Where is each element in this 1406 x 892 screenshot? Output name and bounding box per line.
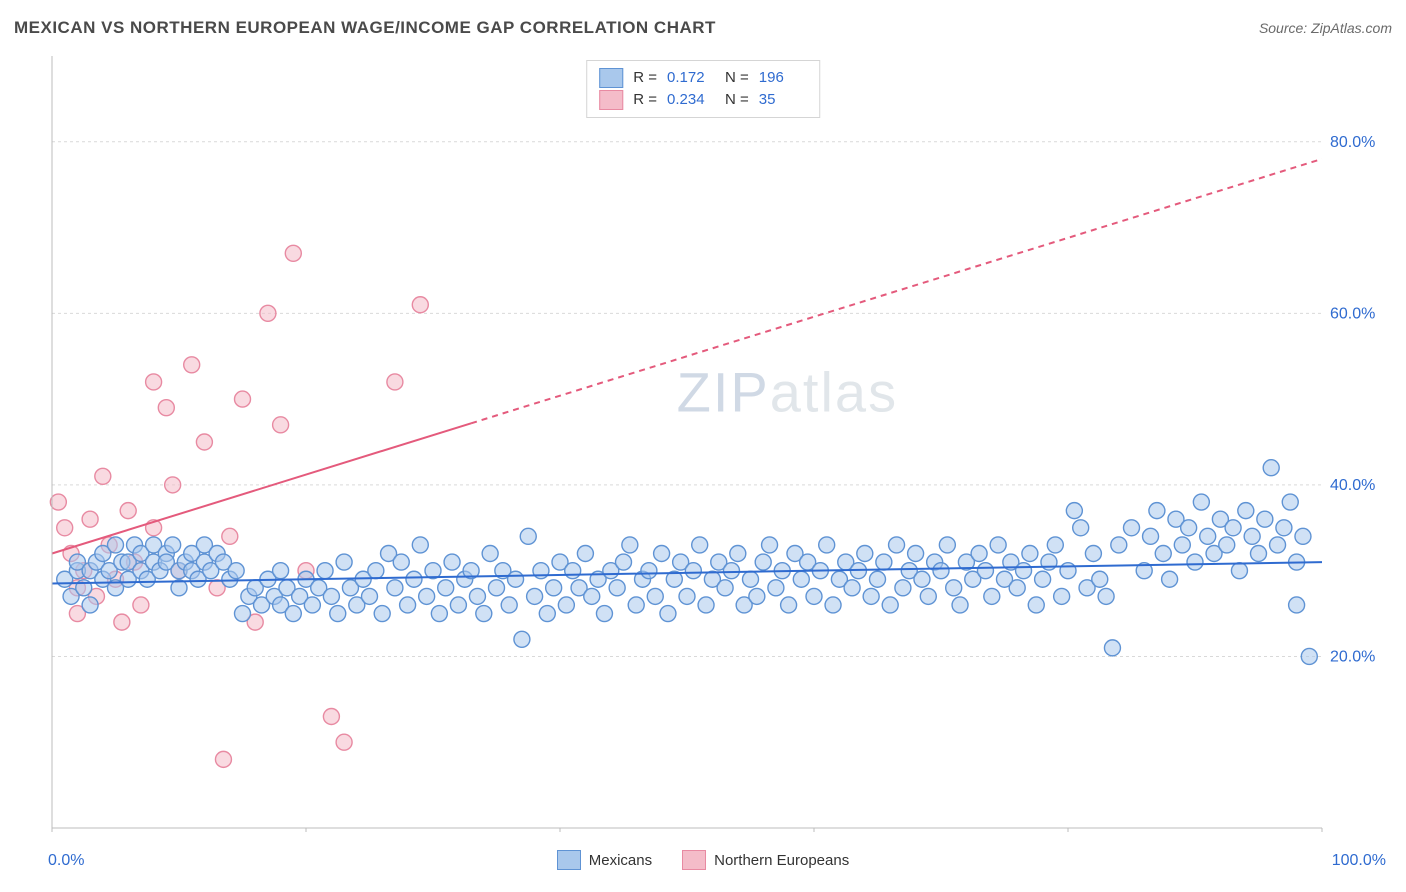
n-label: N = [725,89,749,111]
correlation-legend: R = 0.172 N = 196 R = 0.234 N = 35 [586,60,820,118]
r-value: 0.234 [667,89,715,111]
n-label: N = [725,67,749,89]
n-value: 35 [759,89,807,111]
legend-item: Northern Europeans [682,850,849,870]
legend-swatch [557,850,581,870]
r-value: 0.172 [667,67,715,89]
series-legend: Mexicans Northern Europeans [0,850,1406,870]
r-label: R = [633,89,657,111]
svg-text:40.0%: 40.0% [1330,477,1375,494]
legend-swatch [599,68,623,88]
legend-swatch [682,850,706,870]
legend-label: Northern Europeans [714,852,849,869]
legend-row: R = 0.234 N = 35 [599,89,807,111]
legend-label: Mexicans [589,852,652,869]
legend-item: Mexicans [557,850,652,870]
plot-area: 20.0% 40.0% 60.0% 80.0% [48,52,1392,832]
header: MEXICAN VS NORTHERN EUROPEAN WAGE/INCOME… [14,18,1392,38]
n-value: 196 [759,67,807,89]
r-label: R = [633,67,657,89]
legend-row: R = 0.172 N = 196 [599,67,807,89]
svg-text:80.0%: 80.0% [1330,134,1375,151]
legend-swatch [599,90,623,110]
source-attribution: Source: ZipAtlas.com [1259,20,1392,36]
svg-text:20.0%: 20.0% [1330,648,1375,665]
svg-text:60.0%: 60.0% [1330,305,1375,322]
scatter-chart: 20.0% 40.0% 60.0% 80.0% [48,52,1392,832]
chart-title: MEXICAN VS NORTHERN EUROPEAN WAGE/INCOME… [14,18,716,38]
